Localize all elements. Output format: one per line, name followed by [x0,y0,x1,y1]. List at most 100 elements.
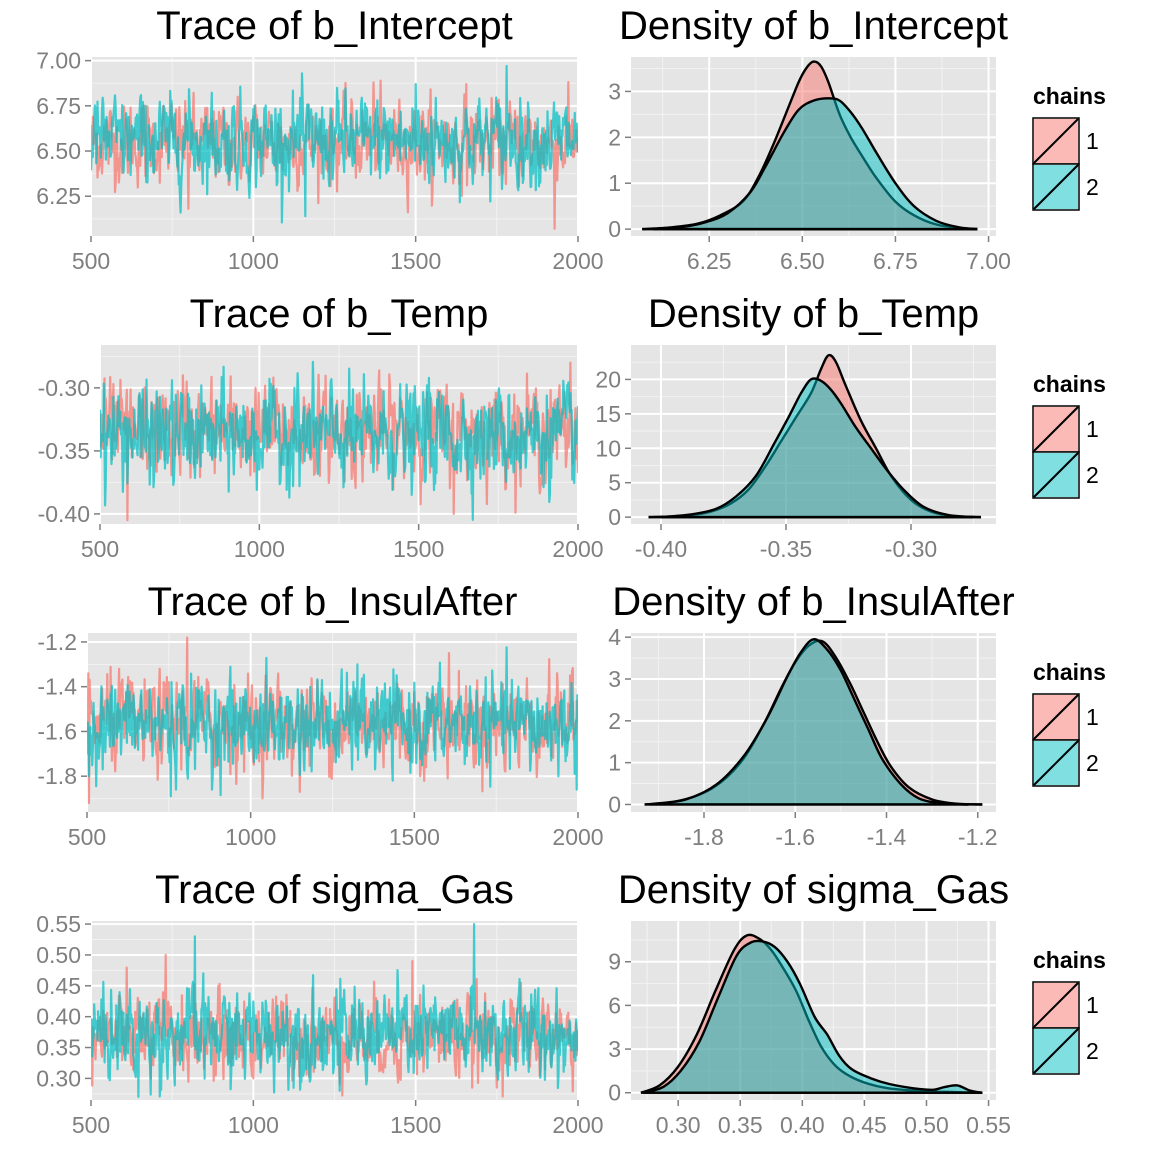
y-tick-label: 9 [608,949,621,975]
trace-line-chain-1 [91,953,578,1098]
y-tick-label: 0.50 [36,942,81,968]
x-tick-label: 500 [72,248,110,274]
y-tick-label: 0.45 [36,973,81,999]
y-tick-label: 3 [608,78,621,104]
panel-title: Density of sigma_Gas [618,868,1009,912]
x-tick-label: 0.40 [780,1112,825,1138]
x-tick-label: 0.30 [656,1112,701,1138]
plot-area [91,923,578,1098]
x-tick-label: 7.00 [966,248,1011,274]
y-tick-label: 15 [595,401,621,427]
x-tick-label: 6.75 [873,248,918,274]
legend-label-2: 2 [1086,750,1099,776]
x-tick-label: 1500 [389,824,440,850]
legend-title: chains [1033,659,1106,685]
x-tick-label: 1500 [390,248,441,274]
legend-chains-3: chains 1 2 [1032,947,1106,1075]
y-tick-label: -1.4 [37,674,77,700]
legend-key-slash [1033,118,1079,164]
x-tick-label: 1000 [228,1112,279,1138]
y-tick-label: -0.30 [38,375,90,401]
x-tick-label: -0.35 [760,536,812,562]
legend-chains-2: chains 1 2 [1032,659,1106,787]
panel-trace-3: 500 1000 1500 2000 0.30 0.35 0.40 0.45 0.50 0.55 T… [36,868,603,1138]
panel-density-1: -0.40 -0.35 -0.30 0 5 10 15 20 Density of b_Temp [595,292,996,562]
panel-title: Trace of b_Intercept [156,4,512,48]
density-area-chain-2 [661,378,981,518]
legend-chains-1: chains 1 2 [1032,371,1106,499]
legend-label-2: 2 [1086,1038,1099,1064]
plot-area [91,64,578,230]
y-tick-label: 0.35 [36,1035,81,1061]
legend-key-slash [1033,740,1079,786]
density-area-chain-2 [649,639,969,805]
panel-trace-2: 500 1000 1500 2000 -1.8 -1.6 -1.4 -1.2 Trace of … [37,580,603,850]
x-tick-label: -1.4 [867,824,907,850]
x-tick-label: 1000 [225,824,276,850]
panel-title: Trace of b_Temp [190,292,489,336]
panel-density-0: 6.25 6.50 6.75 7.00 0 1 2 3 Density of b_Interce… [608,4,1011,274]
legend-key-slash [1033,982,1079,1028]
trace-line-chain-2 [100,360,578,521]
density-area-chain-2 [643,940,983,1093]
panel-title: Density of b_Temp [648,292,979,336]
plot-area [642,60,978,231]
y-tick-label: 0 [608,1080,621,1106]
legend-chains-0: chains 1 2 [1032,83,1106,211]
legend-label-1: 1 [1086,992,1099,1018]
x-tick-label: -1.8 [684,824,724,850]
legend-label-1: 1 [1086,128,1099,154]
y-tick-label: 1 [608,750,621,776]
x-tick-label: -0.30 [885,536,937,562]
legend-key-slash [1033,164,1079,210]
density-outline-chain-2 [653,97,978,231]
panel-trace-1: 500 1000 1500 2000 -0.40 -0.35 -0.30 Trace of b… [38,292,604,562]
x-tick-label: 500 [68,824,106,850]
plot-area [644,638,983,806]
legend-label-2: 2 [1086,174,1099,200]
x-tick-label: 0.45 [842,1112,887,1138]
y-tick-label: 7.00 [36,48,81,74]
y-tick-label: -0.40 [38,501,90,527]
legend-title: chains [1033,947,1106,973]
legend-key-slash [1033,452,1079,498]
panel-title: Density of b_Intercept [619,4,1008,48]
legend-key-slash [1033,1028,1079,1074]
legend-label-2: 2 [1086,462,1099,488]
x-tick-label: 2000 [552,536,603,562]
trace-line-chain-2 [91,923,578,1098]
plot-area [648,353,982,519]
y-tick-label: -0.35 [38,438,90,464]
y-tick-label: 1 [608,170,621,196]
y-tick-label: 6.25 [36,183,81,209]
plot-area [640,933,983,1094]
panel-density-3: 0.30 0.35 0.40 0.45 0.50 0.55 0 3 6 9 Density of s… [608,868,1011,1138]
x-tick-label: 500 [72,1112,110,1138]
legend-title: chains [1033,371,1106,397]
x-tick-label: 500 [81,536,119,562]
x-tick-label: 2000 [552,248,603,274]
y-tick-label: -1.2 [37,629,77,655]
plot-area [100,360,578,522]
legend-title: chains [1033,83,1106,109]
legend-label-1: 1 [1086,416,1099,442]
panel-title: Trace of sigma_Gas [155,868,514,912]
y-tick-label: 0 [608,791,621,817]
legend-label-1: 1 [1086,704,1099,730]
legend-key-slash [1033,406,1079,452]
trace-line-chain-2 [87,646,578,798]
density-outline-chain-2 [643,939,983,1094]
x-tick-label: -0.40 [635,536,687,562]
y-tick-label: 3 [608,1036,621,1062]
y-tick-label: 6.50 [36,138,81,164]
trace-line-chain-2 [91,64,578,224]
y-tick-label: 6 [608,992,621,1018]
x-tick-label: 2000 [552,1112,603,1138]
legend-key-slash [1033,694,1079,740]
x-tick-label: 0.35 [718,1112,763,1138]
density-outline-chain-2 [649,638,969,806]
x-tick-label: 2000 [552,824,603,850]
x-tick-label: 1000 [228,248,279,274]
